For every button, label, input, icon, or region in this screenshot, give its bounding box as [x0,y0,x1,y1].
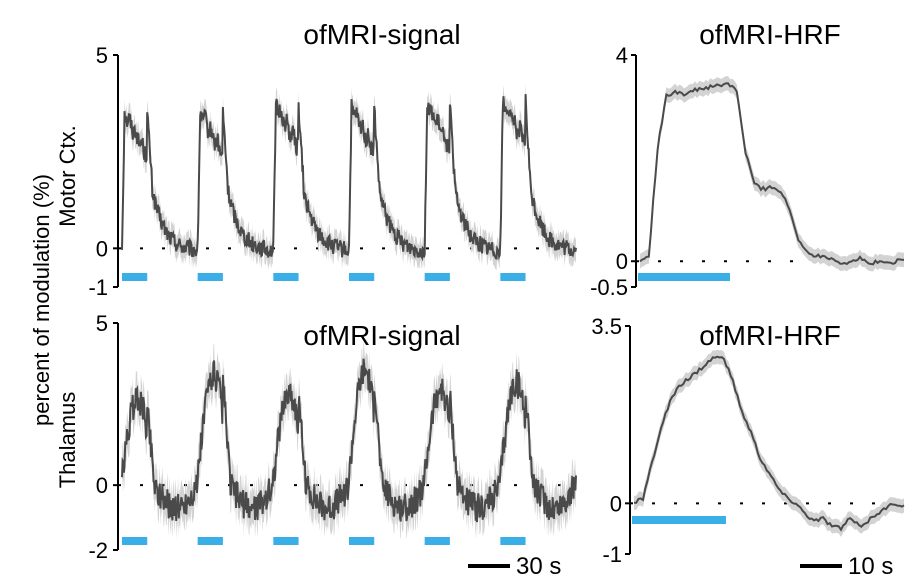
signal-line [634,355,905,532]
stimulation-bar [122,273,148,281]
y-tick-label: 3.5 [591,314,622,339]
stimulation-bar [424,273,450,281]
y-tick-label: 4 [616,43,628,68]
stimulation-bar [197,273,223,281]
panel-title: ofMRI-signal [303,19,460,50]
y-tick-label: 0 [96,236,108,261]
stimulation-bar [500,537,526,545]
error-band [634,349,904,537]
y-tick-label: -0.5 [590,275,628,300]
stimulation-bar [273,537,299,545]
y-tick-label: 5 [96,43,108,68]
panel-title: ofMRI-signal [303,320,460,351]
error-band [640,76,904,272]
stimulation-bar [197,537,223,545]
time-scale-label: 10 s [848,553,893,580]
y-tick-label: 0 [616,249,628,274]
stimulation-bar [349,273,375,281]
stimulation-bar [273,273,299,281]
y-tick-label: -1 [88,275,108,300]
time-scale-label: 30 s [516,553,561,580]
signal-line [121,358,577,523]
stimulation-bar [638,273,730,281]
panel-title: ofMRI-HRF [699,320,841,351]
error-band [122,340,576,540]
panel-title: ofMRI-HRF [699,19,841,50]
stimulation-bar [349,537,375,545]
y-tick-label: 0 [96,473,108,498]
y-tick-label: 5 [96,311,108,336]
shared-y-label: percent of modulation (%) [29,174,54,426]
stimulation-bar [424,537,450,545]
y-tick-label: 0 [610,491,622,516]
stimulation-bar [632,516,726,524]
stimulation-bar [500,273,526,281]
signal-line [121,94,577,262]
row-label-thalamus: Thalamus [55,391,80,489]
signal-line [639,82,905,266]
y-tick-label: -2 [88,538,108,563]
row-label-motor: Motor Ctx. [55,125,80,227]
stimulation-bar [122,537,148,545]
y-tick-label: -1 [602,542,622,567]
